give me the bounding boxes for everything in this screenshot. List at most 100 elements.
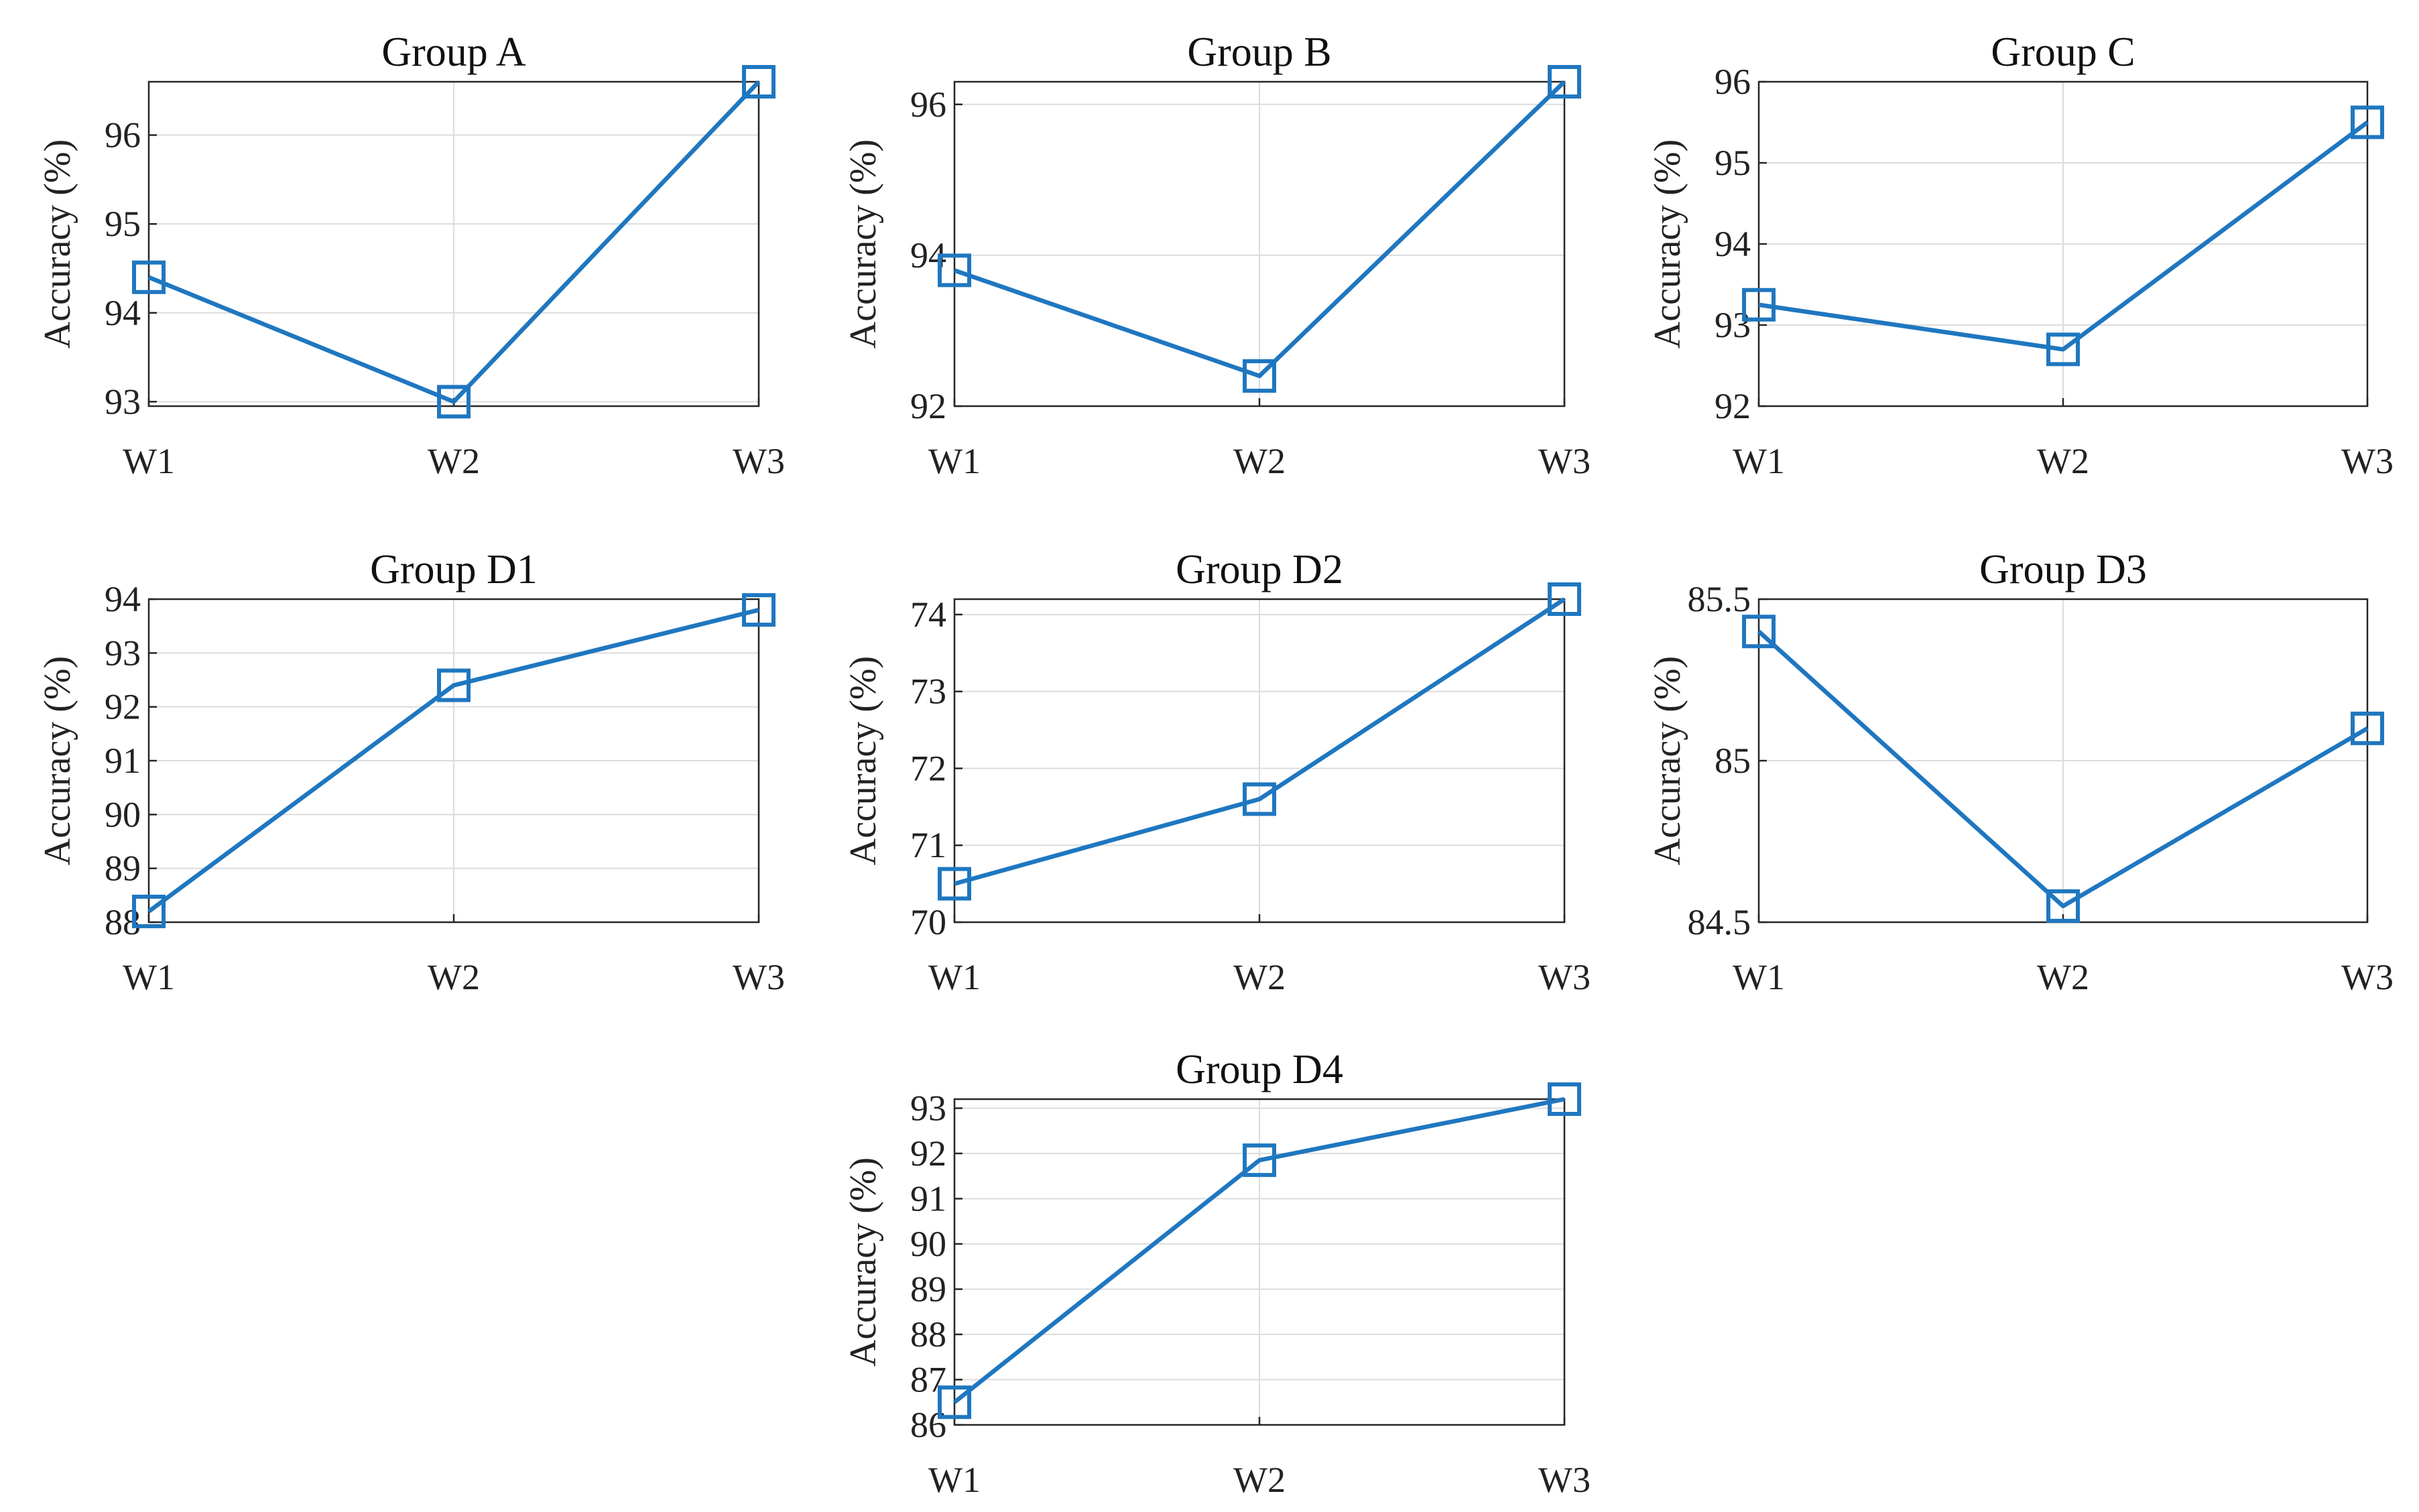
data-point-w3 xyxy=(2351,105,2384,139)
chart-title: Group D3 xyxy=(1979,547,2147,592)
chart-title: Group D4 xyxy=(1176,1047,1343,1092)
y-tick-label: 95 xyxy=(1715,143,1751,183)
data-point-w2 xyxy=(1243,359,1276,393)
chart-title: Group A xyxy=(381,29,526,75)
y-axis-label: Accuracy (%) xyxy=(1647,656,1688,865)
data-point-w3 xyxy=(1548,1082,1581,1116)
data-point-w2 xyxy=(437,668,471,702)
y-tick-label: 74 xyxy=(910,594,946,635)
y-tick-label: 92 xyxy=(105,687,141,727)
y-tick-label: 90 xyxy=(105,794,141,834)
x-tick-label: W3 xyxy=(1538,1460,1591,1500)
data-point-w1 xyxy=(938,253,971,288)
y-axis-label: Accuracy (%) xyxy=(37,139,78,349)
y-tick-label: 91 xyxy=(910,1179,946,1219)
y-tick-label: 92 xyxy=(910,386,946,426)
chart-group-d2: 70 71 72 73 74 W1 W2 W3 Group D2 Accuracy (%) xyxy=(843,547,1591,997)
y-tick-label: 95 xyxy=(105,204,141,244)
series-line xyxy=(952,1096,1565,1404)
y-tick-label: 96 xyxy=(105,115,141,155)
y-tick-label: 96 xyxy=(910,84,946,125)
data-point-w3 xyxy=(742,593,776,627)
x-tick-label: W2 xyxy=(2037,441,2089,481)
series-line xyxy=(954,597,1566,886)
chart-title: Group B xyxy=(1187,29,1331,75)
y-axis-label: Accuracy (%) xyxy=(843,656,884,865)
x-tick-label: W1 xyxy=(1733,957,1785,997)
x-tick-label: W3 xyxy=(733,957,785,997)
y-axis-label: Accuracy (%) xyxy=(843,139,884,349)
series-line xyxy=(953,80,1566,379)
data-point-w1 xyxy=(132,894,166,928)
chart-group-a: 93 94 95 96 W1 W2 W3 Group A Accuracy (%) xyxy=(37,29,785,481)
series-line xyxy=(147,607,759,914)
chart-group-d3: 84.5 85 85.5 W1 W2 W3 Group D3 Accuracy (%) xyxy=(1647,547,2394,997)
y-tick-label: 96 xyxy=(1715,62,1751,102)
data-point-w3 xyxy=(1548,582,1581,616)
x-tick-label: W1 xyxy=(123,441,175,481)
data-point-w3 xyxy=(1548,65,1581,99)
data-point-w3 xyxy=(742,65,776,99)
x-tick-label: W1 xyxy=(928,1460,981,1500)
chart-title: Group D2 xyxy=(1176,547,1343,592)
x-tick-label: W3 xyxy=(2341,957,2394,997)
y-tick-label: 70 xyxy=(910,902,946,942)
x-tick-label: W1 xyxy=(123,957,175,997)
y-tick-label: 92 xyxy=(910,1133,946,1174)
data-point-w1 xyxy=(938,1385,971,1420)
x-tick-label: W1 xyxy=(928,441,981,481)
y-tick-label: 91 xyxy=(105,741,141,781)
y-axis-label: Accuracy (%) xyxy=(1647,139,1688,349)
y-tick-label: 90 xyxy=(910,1224,946,1264)
y-tick-label: 94 xyxy=(105,579,141,619)
x-tick-label: W1 xyxy=(1733,441,1785,481)
data-point-w3 xyxy=(2351,711,2384,745)
chart-title: Group D1 xyxy=(370,547,538,592)
data-point-w2 xyxy=(437,385,471,419)
y-tick-label: 85.5 xyxy=(1688,579,1751,619)
y-tick-label: 93 xyxy=(105,381,141,422)
x-tick-label: W2 xyxy=(1233,441,1286,481)
y-tick-label: 71 xyxy=(910,825,946,865)
y-tick-label: 73 xyxy=(910,672,946,712)
y-tick-label: 89 xyxy=(105,848,141,889)
data-point-w1 xyxy=(132,260,166,294)
x-tick-label: W1 xyxy=(928,957,981,997)
x-tick-label: W2 xyxy=(1233,957,1286,997)
data-point-w1 xyxy=(1742,615,1776,649)
y-tick-label: 92 xyxy=(1715,386,1751,426)
x-tick-label: W3 xyxy=(2341,441,2394,481)
y-axis-label: Accuracy (%) xyxy=(843,1157,884,1367)
y-tick-label: 94 xyxy=(105,293,141,333)
data-point-w2 xyxy=(1243,782,1276,816)
data-point-w1 xyxy=(1742,288,1776,322)
x-tick-label: W2 xyxy=(428,441,480,481)
y-tick-label: 94 xyxy=(1715,224,1751,264)
series-line xyxy=(147,80,761,404)
data-point-w2 xyxy=(1243,1143,1276,1178)
data-point-w2 xyxy=(2046,889,2080,923)
y-tick-label: 93 xyxy=(105,633,141,673)
series-line xyxy=(1758,120,2369,352)
chart-title: Group C xyxy=(1991,29,2135,75)
y-tick-label: 89 xyxy=(910,1269,946,1310)
series-line xyxy=(1757,629,2369,909)
data-point-w2 xyxy=(2046,332,2080,367)
data-point-w1 xyxy=(938,867,971,901)
y-tick-label: 84.5 xyxy=(1688,902,1751,942)
y-tick-label: 93 xyxy=(910,1088,946,1129)
x-tick-label: W2 xyxy=(2037,957,2089,997)
y-tick-label: 88 xyxy=(910,1314,946,1354)
y-axis-label: Accuracy (%) xyxy=(37,656,78,865)
y-tick-label: 85 xyxy=(1715,741,1751,781)
x-tick-label: W3 xyxy=(1538,441,1591,481)
x-tick-label: W2 xyxy=(1233,1460,1286,1500)
x-tick-label: W3 xyxy=(733,441,785,481)
x-tick-label: W3 xyxy=(1538,957,1591,997)
x-tick-label: W2 xyxy=(428,957,480,997)
